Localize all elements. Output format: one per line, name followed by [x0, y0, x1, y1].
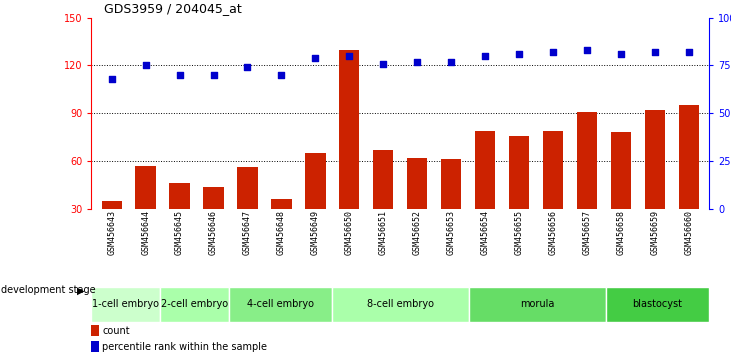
Text: GDS3959 / 204045_at: GDS3959 / 204045_at [104, 2, 241, 15]
Point [683, 49, 694, 55]
Bar [475, 131, 495, 257]
Bar [645, 110, 665, 257]
Bar [91, 341, 99, 353]
Bar [441, 159, 461, 257]
Bar [271, 199, 292, 257]
Text: ▶: ▶ [77, 285, 84, 295]
Bar [509, 136, 529, 257]
Point [309, 55, 321, 61]
Point [242, 64, 254, 70]
Text: GSM456655: GSM456655 [515, 210, 523, 256]
Bar [160, 287, 229, 322]
Bar [469, 287, 606, 322]
Text: GSM456647: GSM456647 [243, 210, 252, 256]
Text: GSM456660: GSM456660 [684, 210, 693, 256]
Point [649, 49, 661, 55]
Point [276, 72, 287, 78]
Bar [577, 112, 597, 257]
Text: GSM456650: GSM456650 [345, 210, 354, 256]
Bar [135, 166, 156, 257]
Text: 8-cell embryo: 8-cell embryo [367, 299, 433, 309]
Text: GSM456653: GSM456653 [447, 210, 455, 256]
Text: percentile rank within the sample: percentile rank within the sample [102, 342, 268, 352]
Text: morula: morula [520, 299, 555, 309]
Bar [91, 287, 160, 322]
Bar [332, 287, 469, 322]
Point [174, 72, 186, 78]
Text: GSM456652: GSM456652 [413, 210, 422, 256]
Text: GSM456657: GSM456657 [583, 210, 591, 256]
Text: GSM456645: GSM456645 [175, 210, 184, 256]
Bar [407, 158, 428, 257]
Bar [339, 50, 360, 257]
Bar [170, 183, 190, 257]
Bar [610, 132, 631, 257]
Text: GSM456654: GSM456654 [480, 210, 490, 256]
Point [513, 51, 525, 57]
Point [377, 61, 389, 67]
Bar [606, 287, 709, 322]
Text: 2-cell embryo: 2-cell embryo [161, 299, 228, 309]
Point [615, 51, 626, 57]
Point [480, 53, 491, 59]
Bar [91, 325, 99, 336]
Text: GSM456649: GSM456649 [311, 210, 320, 256]
Bar [373, 150, 393, 257]
Text: GSM456648: GSM456648 [277, 210, 286, 256]
Text: 4-cell embryo: 4-cell embryo [246, 299, 314, 309]
Point [547, 49, 558, 55]
Text: development stage: development stage [1, 285, 95, 295]
Point [344, 53, 355, 59]
Bar [542, 131, 563, 257]
Text: GSM456659: GSM456659 [651, 210, 659, 256]
Point [581, 47, 593, 53]
Point [106, 76, 118, 82]
Point [208, 72, 219, 78]
Bar [238, 167, 257, 257]
Text: GSM456658: GSM456658 [616, 210, 625, 256]
Bar [203, 187, 224, 257]
Text: 1-cell embryo: 1-cell embryo [92, 299, 159, 309]
Point [412, 59, 423, 64]
Bar [229, 287, 332, 322]
Bar [305, 153, 325, 257]
Text: GSM456644: GSM456644 [141, 210, 150, 256]
Text: blastocyst: blastocyst [632, 299, 683, 309]
Text: GSM456651: GSM456651 [379, 210, 387, 256]
Text: count: count [102, 326, 130, 336]
Text: GSM456643: GSM456643 [107, 210, 116, 256]
Point [140, 63, 151, 68]
Bar [678, 105, 699, 257]
Text: GSM456656: GSM456656 [548, 210, 558, 256]
Bar [102, 201, 122, 257]
Point [445, 59, 457, 64]
Text: GSM456646: GSM456646 [209, 210, 218, 256]
